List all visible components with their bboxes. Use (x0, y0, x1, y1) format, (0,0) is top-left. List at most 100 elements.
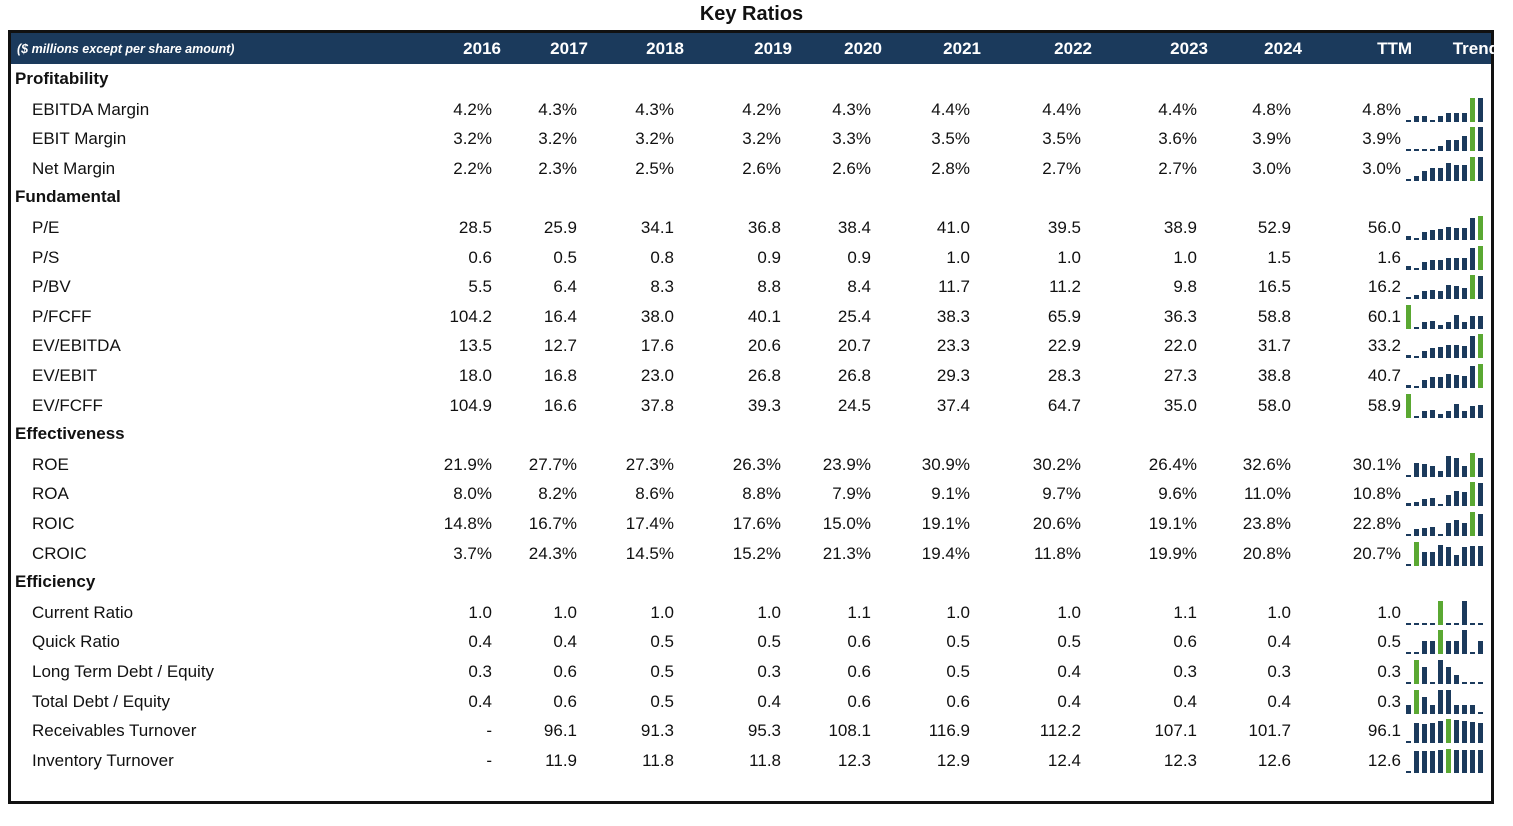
trend-bar (1414, 238, 1419, 240)
trend-bar (1478, 97, 1483, 122)
row-label: CROIC (32, 543, 87, 563)
trend-bar (1406, 503, 1411, 507)
trend-bar (1430, 527, 1435, 536)
cell-value: 11.9 (545, 750, 577, 770)
trend-bar (1446, 689, 1451, 714)
cell-value: 1.6 (1377, 247, 1401, 267)
row-label: Quick Ratio (32, 632, 120, 652)
trend-bar (1406, 178, 1411, 181)
trend-bar (1430, 465, 1435, 477)
trend-bar (1430, 377, 1435, 388)
cell-value: 4.8% (1252, 99, 1291, 119)
trend-bar (1478, 245, 1483, 270)
trend-bar (1406, 652, 1411, 655)
table-row: P/BV 5.5 6.4 8.3 8.8 8.4 11.7 11.2 9.8 16.5 16.2 (0, 273, 1513, 302)
trend-bar (1478, 682, 1483, 684)
trend-bar (1470, 722, 1475, 744)
trend-bar (1438, 660, 1443, 684)
row-label: Current Ratio (32, 602, 134, 622)
cell-value: 4.4% (1042, 99, 1081, 119)
cell-value: 21.3% (822, 543, 871, 563)
cell-value: 11.7 (938, 277, 970, 297)
cell-value: 60.1 (1367, 306, 1401, 326)
cell-value: 16.5 (1257, 277, 1291, 297)
cell-value: 0.5 (1057, 632, 1081, 652)
trend-bar (1430, 723, 1435, 744)
trend-bar (1462, 164, 1467, 181)
cell-value: 0.3 (1377, 662, 1401, 681)
trend-bar (1446, 140, 1451, 152)
cell-value: 20.7% (1352, 543, 1401, 563)
trend-bar (1446, 667, 1451, 684)
table-row: EV/FCFF 104.9 16.6 37.8 39.3 24.5 37.4 64.7 35.0… (0, 392, 1513, 421)
cell-value: 3.2% (453, 129, 492, 149)
row-label: EV/EBIT (32, 366, 98, 385)
cell-value: 37.4 (936, 395, 970, 415)
cell-value: 13.5 (458, 336, 492, 356)
trend-bar (1470, 247, 1475, 270)
trend-bar (1430, 682, 1435, 684)
cell-value: 0.4 (1173, 691, 1197, 711)
trend-bar (1438, 324, 1443, 329)
cell-value: 3.7% (453, 543, 492, 563)
cell-value: 16.4 (543, 306, 577, 326)
cell-value: 38.9 (1163, 218, 1197, 237)
trend-bar (1406, 741, 1411, 744)
cell-value: 64.7 (1047, 395, 1081, 415)
trend-bar (1414, 386, 1419, 388)
cell-value: 6.4 (553, 277, 577, 297)
trend-sparkline (1406, 719, 1488, 744)
cell-value: 8.4 (847, 277, 871, 297)
trend-bar (1470, 545, 1475, 566)
trend-sparkline (1406, 393, 1488, 418)
trend-bar (1454, 164, 1459, 181)
trend-bar (1438, 544, 1443, 566)
trend-bar (1414, 115, 1419, 122)
trend-bar (1462, 492, 1467, 507)
trend-bar (1422, 410, 1427, 418)
cell-value: 4.4% (1158, 99, 1197, 119)
trend-bar (1446, 162, 1451, 181)
cell-value: 23.3 (936, 336, 970, 356)
trend-bar (1478, 749, 1483, 773)
cell-value: 1.1 (847, 602, 871, 622)
cell-value: 1.0 (650, 602, 674, 622)
cell-value: 29.3 (936, 366, 970, 385)
trend-bar (1430, 750, 1435, 773)
trend-bar (1478, 315, 1483, 329)
cell-value: 26.8 (747, 366, 781, 385)
table-row: Inventory Turnover - 11.9 11.8 11.8 12.3 12.9 1… (0, 747, 1513, 776)
trend-bar (1470, 97, 1475, 122)
cell-value: 9.6% (1158, 484, 1197, 504)
cell-value: 0.3 (468, 662, 492, 681)
trend-bar (1406, 265, 1411, 270)
cell-value: 4.8% (1362, 99, 1401, 119)
cell-value: 33.2 (1367, 336, 1401, 356)
cell-value: 0.6 (553, 691, 577, 711)
trend-bar (1478, 364, 1483, 388)
trend-bar (1422, 232, 1427, 240)
trend-bar (1430, 641, 1435, 655)
table-row: Current Ratio 1.0 1.0 1.0 1.0 1.1 1.0 1.0 1.1 1.0… (0, 599, 1513, 628)
cell-value: 1.0 (946, 247, 970, 267)
cell-value: 58.8 (1257, 306, 1291, 326)
trend-sparkline (1406, 630, 1488, 655)
trend-bar (1462, 600, 1467, 625)
cell-value: 20.8% (1242, 543, 1291, 563)
cell-value: - (486, 750, 492, 770)
cell-value: 2.5% (635, 158, 674, 178)
cell-value: 0.5 (757, 632, 781, 652)
trend-bar (1454, 345, 1459, 359)
trend-bar (1470, 452, 1475, 477)
trend-bar (1462, 346, 1467, 359)
trend-bar (1422, 321, 1427, 329)
cell-value: 0.6 (946, 691, 970, 711)
trend-bar (1478, 334, 1483, 359)
table-row: CROIC 3.7% 24.3% 14.5% 15.2% 21.3% 19.4% 11.8% 1… (0, 540, 1513, 569)
cell-value: 17.4% (625, 514, 674, 533)
cell-value: 41.0 (936, 218, 970, 237)
trend-bar (1454, 457, 1459, 477)
cell-value: 1.0 (468, 602, 492, 622)
cell-value: 0.4 (468, 632, 492, 652)
cell-value: 18.0 (458, 366, 492, 385)
